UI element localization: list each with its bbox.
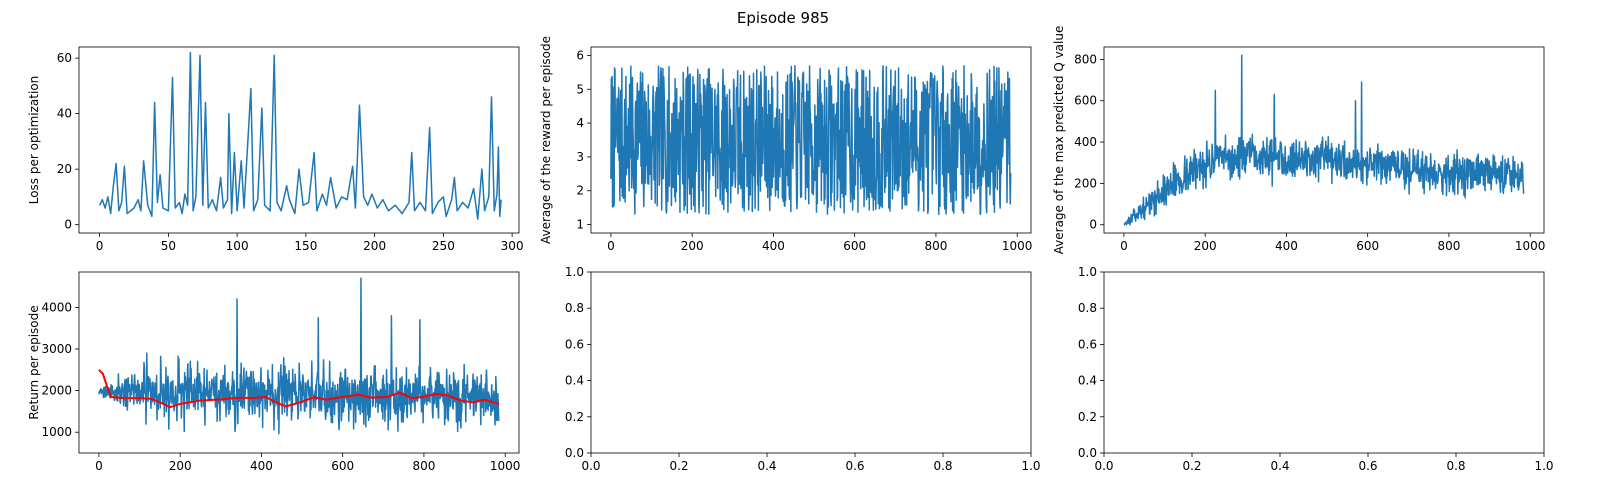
x-tick-label-empty2: 0.4 <box>1270 459 1289 473</box>
y-tick-label-reward: 3 <box>576 150 584 164</box>
series-line-loss-0 <box>98 51 502 220</box>
plot-frame-loss <box>78 46 520 234</box>
x-tick-label-loss: 200 <box>363 239 386 253</box>
y-axis-label-reward: Average of the reward per episode <box>539 36 553 244</box>
x-tick-label-empty2: 0.2 <box>1182 459 1201 473</box>
y-tick-label-empty2: 0.8 <box>1078 301 1097 315</box>
plot-frame-reward <box>590 46 1032 234</box>
y-tick-label-return: 2000 <box>41 384 72 398</box>
x-tick-label-empty1: 1.0 <box>1021 459 1040 473</box>
plot-frame-empty1 <box>590 271 1032 454</box>
series-line-return-1 <box>98 369 500 409</box>
chart-empty1: 0.0 0.2 0.4 0.6 0.8 1.0 0.0 0.2 0.4 0.6 0.8 1.0 <box>565 265 1041 473</box>
x-tick-label-return: 400 <box>250 459 273 473</box>
y-tick-label-empty2: 0.2 <box>1078 410 1097 424</box>
y-tick-label-reward: 5 <box>576 82 584 96</box>
x-tick-label-empty2: 1.0 <box>1534 459 1553 473</box>
y-tick-label-loss: 40 <box>57 107 72 121</box>
y-tick-label-reward: 2 <box>576 184 584 198</box>
y-tick-label-empty2: 0.6 <box>1078 337 1097 351</box>
y-tick-label-loss: 60 <box>57 51 72 65</box>
y-tick-label-empty1: 0.4 <box>565 374 584 388</box>
x-tick-label-q: 200 <box>1194 239 1217 253</box>
x-tick-label-empty2: 0.8 <box>1446 459 1465 473</box>
x-tick-label-q: 1000 <box>1515 239 1546 253</box>
x-tick-label-loss: 300 <box>501 239 524 253</box>
x-tick-label-reward: 400 <box>762 239 785 253</box>
x-tick-label-q: 800 <box>1437 239 1460 253</box>
x-tick-label-return: 1000 <box>490 459 521 473</box>
y-tick-label-return: 4000 <box>41 300 72 314</box>
plot-frame-q <box>1103 46 1545 234</box>
y-tick-label-q: 0 <box>1089 218 1097 232</box>
y-tick-label-return: 1000 <box>41 425 72 439</box>
x-tick-label-empty1: 0.8 <box>933 459 952 473</box>
y-tick-label-reward: 1 <box>576 218 584 232</box>
x-tick-label-reward: 600 <box>843 239 866 253</box>
y-axis-label-return: Return per episode <box>27 305 41 419</box>
chart-empty2: 0.0 0.2 0.4 0.6 0.8 1.0 0.0 0.2 0.4 0.6 0.8 1.0 <box>1078 265 1554 473</box>
x-tick-label-return: 600 <box>331 459 354 473</box>
y-tick-label-reward: 6 <box>576 48 584 62</box>
y-tick-label-q: 400 <box>1074 135 1097 149</box>
x-tick-label-loss: 150 <box>294 239 317 253</box>
plot-frame-empty2 <box>1103 271 1545 454</box>
x-tick-label-loss: 50 <box>161 239 176 253</box>
figure-title: Episode 985 <box>737 9 829 27</box>
x-tick-label-loss: 0 <box>96 239 104 253</box>
x-tick-label-return: 200 <box>169 459 192 473</box>
x-tick-label-q: 600 <box>1356 239 1379 253</box>
chart-loss: 0 50 100 150 200 250 300 0 20 40 60 Loss per optimi… <box>27 46 524 253</box>
x-tick-label-empty2: 0.6 <box>1358 459 1377 473</box>
y-tick-label-loss: 0 <box>64 218 72 232</box>
x-tick-label-loss: 250 <box>432 239 455 253</box>
x-tick-label-q: 0 <box>1120 239 1128 253</box>
y-tick-label-empty1: 0.0 <box>565 446 584 460</box>
y-tick-label-loss: 20 <box>57 162 72 176</box>
x-tick-label-reward: 1000 <box>1002 239 1033 253</box>
y-tick-label-q: 600 <box>1074 94 1097 108</box>
x-tick-label-return: 0 <box>95 459 103 473</box>
chart-reward: 0 200 400 600 800 1000 1 2 3 4 5 6 Average of the re… <box>539 36 1032 253</box>
series-line-reward-0 <box>610 64 1012 216</box>
y-tick-label-empty1: 0.6 <box>565 337 584 351</box>
x-tick-label-empty1: 0.6 <box>845 459 864 473</box>
series-line-q-0 <box>1123 54 1525 226</box>
x-tick-label-empty1: 0.2 <box>669 459 688 473</box>
chart-q: 0 200 400 600 800 1000 0 200 400 600 800 Average of… <box>1052 26 1545 255</box>
y-tick-label-return: 3000 <box>41 342 72 356</box>
plot-frame-return <box>78 271 520 454</box>
x-tick-label-empty1: 0.4 <box>757 459 776 473</box>
y-tick-label-empty2: 0.0 <box>1078 446 1097 460</box>
x-tick-label-q: 400 <box>1275 239 1298 253</box>
x-tick-label-empty2: 0.0 <box>1094 459 1113 473</box>
y-tick-label-empty1: 0.8 <box>565 301 584 315</box>
x-tick-label-return: 800 <box>412 459 435 473</box>
x-tick-label-loss: 100 <box>226 239 249 253</box>
chart-return: 0 200 400 600 800 1000 1000 2000 3000 4000Return … <box>27 271 521 473</box>
y-tick-label-reward: 4 <box>576 116 584 130</box>
x-tick-label-reward: 200 <box>681 239 704 253</box>
y-tick-label-empty1: 0.2 <box>565 410 584 424</box>
y-axis-label-q: Average of the max predicted Q value <box>1052 26 1066 255</box>
x-tick-label-empty1: 0.0 <box>581 459 600 473</box>
y-tick-label-empty2: 0.4 <box>1078 374 1097 388</box>
y-tick-label-q: 800 <box>1074 52 1097 66</box>
series-line-return-0 <box>98 277 500 435</box>
y-tick-label-empty2: 1.0 <box>1078 265 1097 279</box>
y-tick-label-empty1: 1.0 <box>565 265 584 279</box>
y-tick-label-q: 200 <box>1074 176 1097 190</box>
x-tick-label-reward: 0 <box>607 239 615 253</box>
x-tick-label-reward: 800 <box>924 239 947 253</box>
y-axis-label-loss: Loss per optimization <box>27 76 41 205</box>
